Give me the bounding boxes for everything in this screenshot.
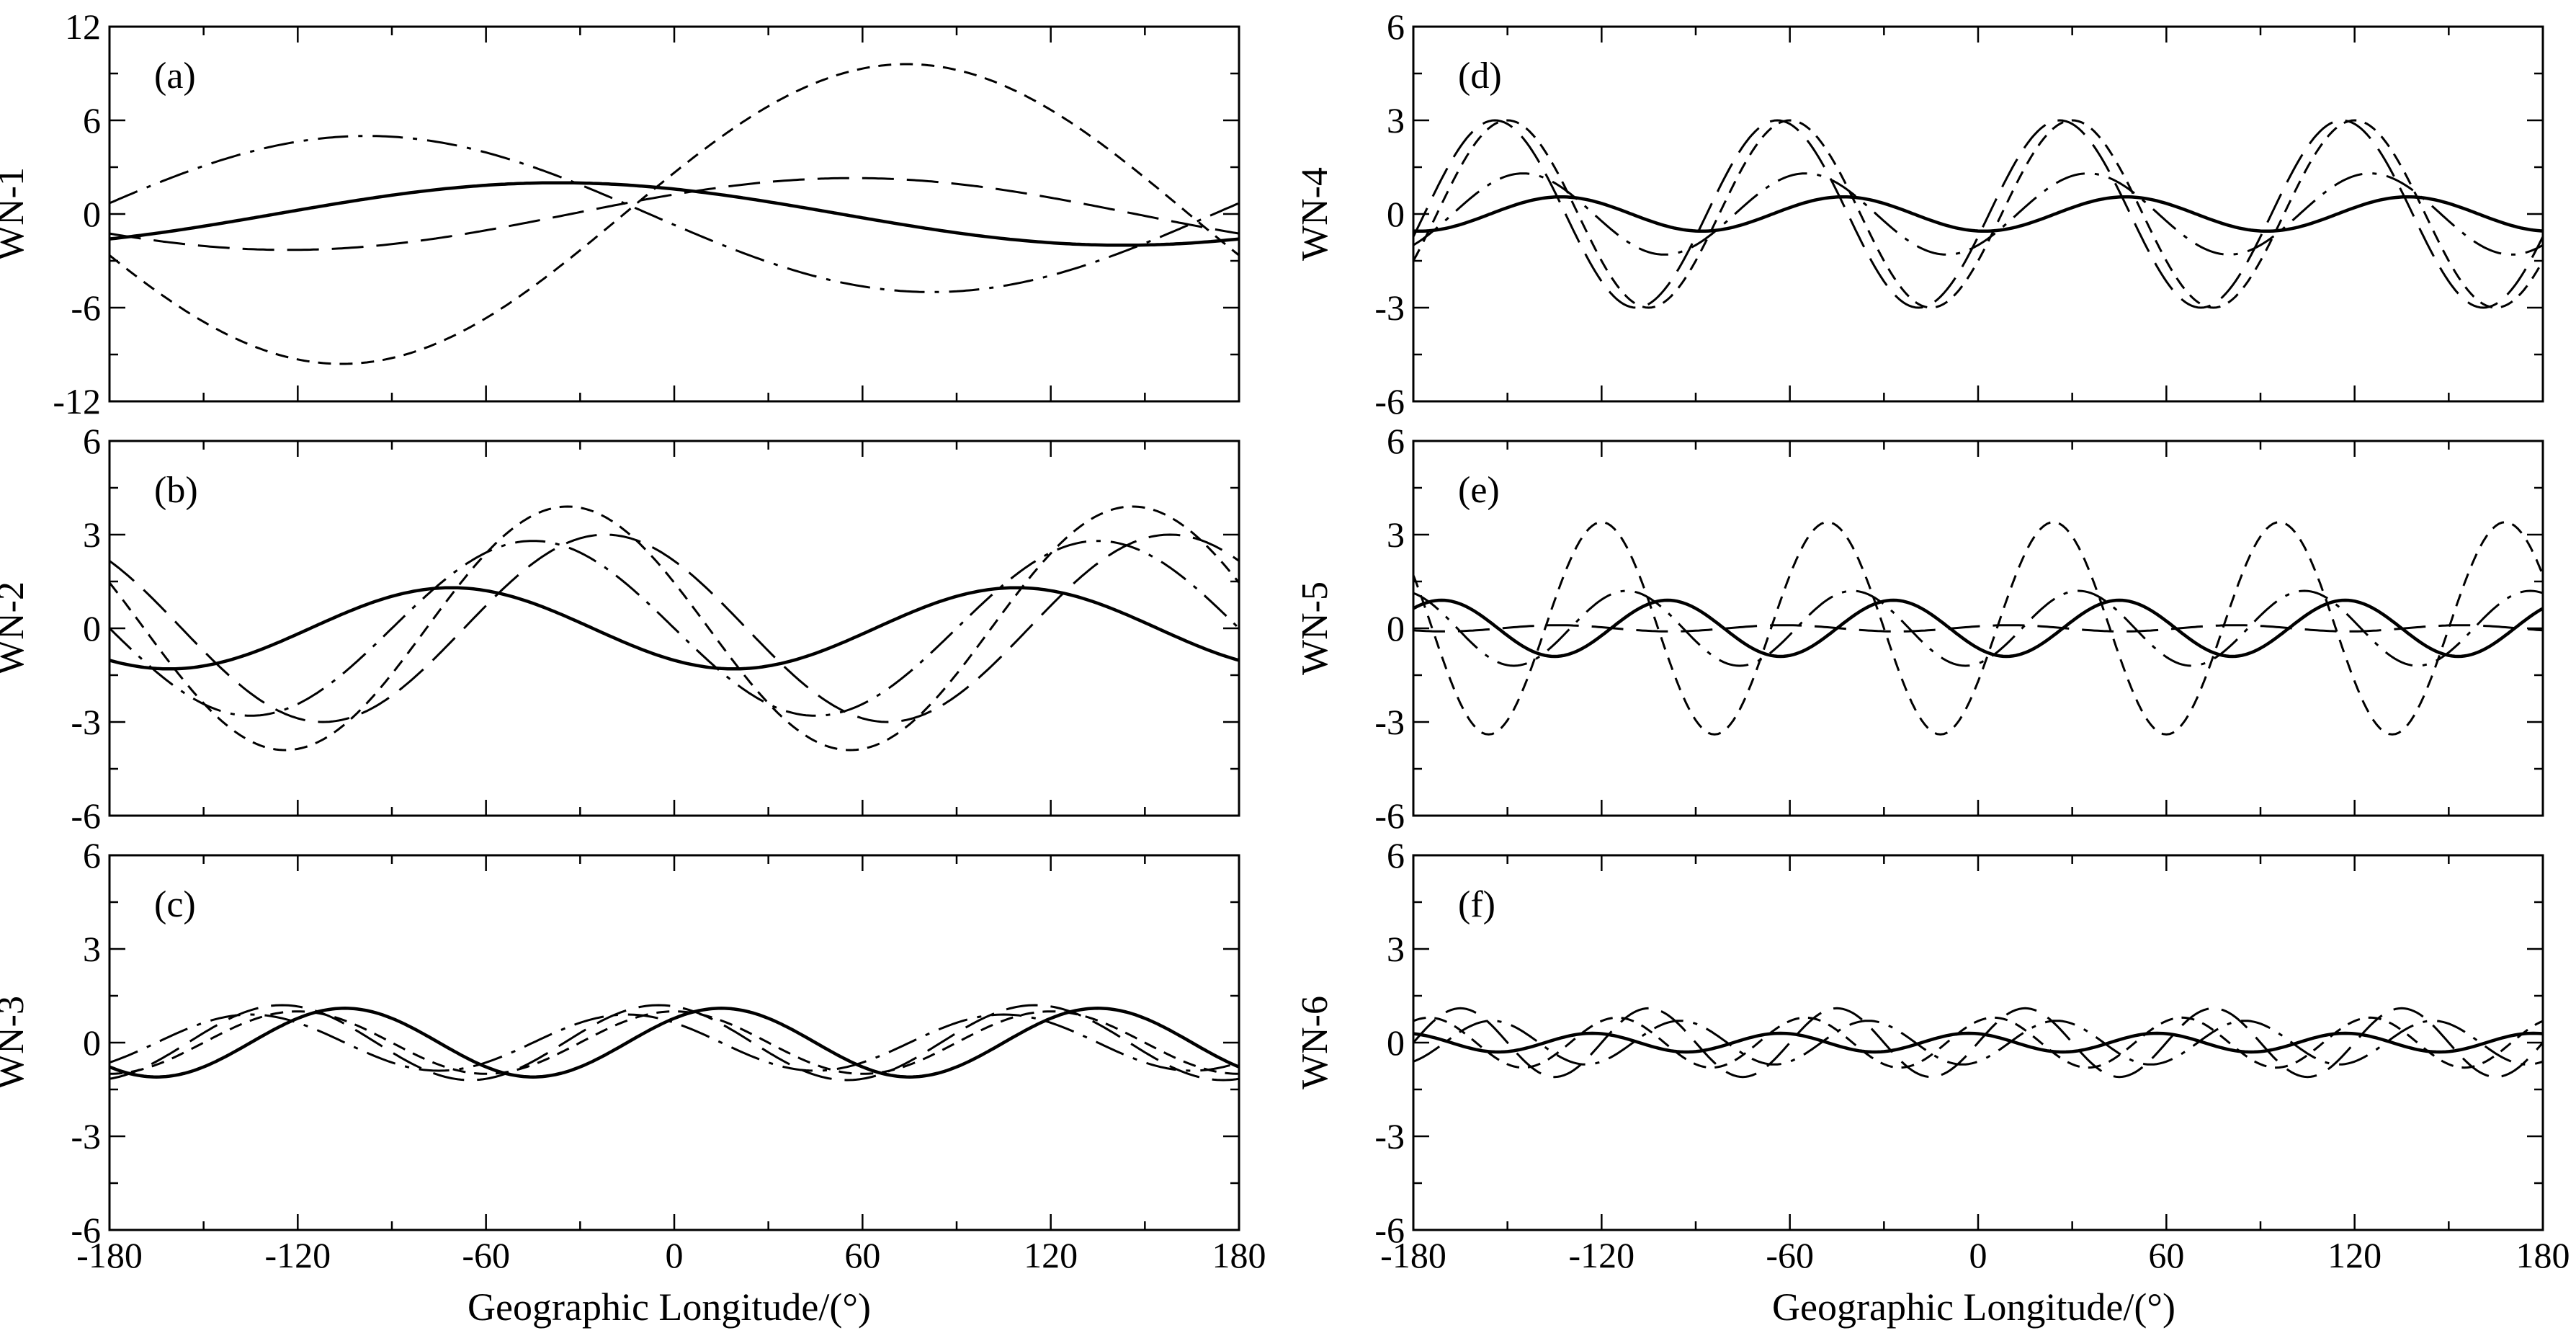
panel-e-ytick-label: 0 (1387, 608, 1405, 648)
panel-c-xtick-label: 0 (666, 1235, 684, 1275)
panel-a-series-dash-dot (109, 135, 1240, 293)
panel-d-ytick-label: -3 (1374, 287, 1405, 328)
panel-c-frame (108, 854, 1240, 1231)
panel-a-ytick-label: 12 (65, 6, 101, 47)
panel-b-ytick-label: 6 (83, 421, 101, 461)
panel-f-ytick-label: 6 (1387, 835, 1405, 875)
panel-f-ylabel: WN-6 (1294, 996, 1336, 1089)
panel-d-series-solid (1413, 195, 2544, 233)
panel-c: -180 -120 -60 0 60 120 180 -6 -3 0 3 6 WN-3 (c) (0, 835, 1266, 1275)
panel-b-ytick-label: -6 (71, 795, 101, 836)
panel-f-xtick-label: -60 (1766, 1235, 1814, 1275)
panel-a-ytick-label: -6 (71, 287, 101, 328)
panel-d-ytick-label: 6 (1387, 6, 1405, 47)
panel-b-series-long-dash (109, 533, 1240, 723)
panel-d: -6 -3 0 3 6 WN-4 (d) (1294, 6, 2544, 422)
panel-c-xtick-label: 60 (844, 1235, 880, 1275)
panel-e-ytick-label: 6 (1387, 421, 1405, 461)
panel-e-ytick-label: -3 (1374, 702, 1405, 742)
panel-f-series-long-dash (1412, 1007, 2544, 1079)
panel-f-xtick-label: -120 (1569, 1235, 1635, 1275)
panel-e-series-long-dash (1413, 624, 2544, 633)
panel-b-series-solid (109, 586, 1240, 671)
panel-b-ylabel: WN-2 (0, 581, 32, 675)
panel-e-label: (e) (1458, 470, 1500, 511)
panel-e-ytick-label: 3 (1387, 514, 1405, 555)
panel-a-ytick-label: 6 (83, 100, 101, 141)
panel-d-ytick-label: 3 (1387, 100, 1405, 141)
panel-d-series-long-dash (1412, 119, 2544, 309)
panel-b: -6 -3 0 3 6 WN-2 (b) (0, 421, 1240, 836)
panel-f-series-dash-dot (1413, 1020, 2544, 1066)
panel-a: -12 -6 0 6 12 WN-1 (a) (0, 6, 1240, 422)
panel-d-ytick-label: -6 (1374, 381, 1405, 422)
panel-d-label: (d) (1458, 55, 1502, 97)
panel-f-xtick-label: 60 (2148, 1235, 2184, 1275)
panel-f-ytick-label: -6 (1374, 1210, 1405, 1250)
panel-f-xtick-label: -180 (1380, 1235, 1446, 1275)
panel-a-label: (a) (154, 55, 196, 97)
panel-e-series-dash-dot (1413, 589, 2544, 667)
panel-f-xtick-label: 0 (1969, 1235, 1987, 1275)
panel-b-ytick-label: 0 (83, 608, 101, 648)
panel-b-ytick-label: 3 (83, 514, 101, 555)
panel-f-series-solid (1413, 1031, 2544, 1054)
panel-c-ytick-label: 3 (83, 929, 101, 969)
panel-c-ytick-label: 6 (83, 835, 101, 875)
panel-b-ytick-label: -3 (71, 702, 101, 742)
panel-f-xtick-label: 180 (2516, 1235, 2570, 1275)
panel-c-series-short-dash (109, 1010, 1239, 1075)
panel-d-frame (1412, 25, 2544, 403)
panel-c-ytick-label: -6 (71, 1210, 101, 1250)
panel-c-xtick-label: -180 (76, 1235, 143, 1275)
panel-d-series-dash-dot (1413, 172, 2544, 256)
panel-a-ylabel: WN-1 (0, 167, 32, 261)
panel-a-ytick-label: -12 (53, 381, 101, 422)
panel-c-ytick-label: -3 (71, 1116, 101, 1156)
panel-f-ytick-label: 0 (1387, 1022, 1405, 1063)
panel-a-series-long-dash (109, 177, 1240, 251)
panel-a-series-solid (109, 181, 1240, 247)
panel-d-series-short-dash (1412, 119, 2544, 309)
panel-d-ytick-label: 0 (1387, 194, 1405, 234)
panel-b-series-dash-dot (108, 540, 1240, 717)
panel-c-label: (c) (154, 884, 196, 925)
panel-e-ylabel: WN-5 (1294, 581, 1336, 675)
x-axis-title-left: Geographic Longitude/(°) (468, 1285, 871, 1329)
panel-e-frame (1412, 440, 2544, 817)
x-axis-title-right: Geographic Longitude/(°) (1772, 1285, 2175, 1329)
panel-c-series-long-dash (109, 1004, 1240, 1082)
panel-a-series-short-dash (109, 63, 1240, 365)
panel-e-series-short-dash (1412, 521, 2544, 736)
panel-e: -6 -3 0 3 6 WN-5 (e) (1294, 421, 2544, 836)
panel-f-ytick-label: 3 (1387, 929, 1405, 969)
panel-f-ytick-label: -3 (1374, 1116, 1405, 1156)
panel-b-series-short-dash (108, 505, 1240, 752)
panel-f: -180 -120 -60 0 60 120 180 -6 -3 0 3 6 WN-6 (f) (1294, 835, 2570, 1275)
panel-c-series-dash-dot (109, 1013, 1240, 1072)
panel-c-xtick-label: -120 (265, 1235, 331, 1275)
panel-f-label: (f) (1458, 884, 1495, 925)
panel-e-ytick-label: -6 (1374, 795, 1405, 836)
panel-c-ytick-label: 0 (83, 1022, 101, 1063)
panel-c-series-solid (109, 1007, 1240, 1079)
panel-a-ytick-label: 0 (83, 194, 101, 234)
panel-b-label: (b) (154, 470, 198, 511)
panel-c-ylabel: WN-3 (0, 996, 32, 1089)
panel-f-xtick-label: 120 (2327, 1235, 2382, 1275)
panel-c-xtick-label: -60 (462, 1235, 510, 1275)
panel-e-series-solid (1412, 598, 2544, 659)
panel-f-series-short-dash (1413, 1016, 2544, 1069)
panel-c-xtick-label: 180 (1212, 1235, 1266, 1275)
panel-c-xtick-label: 120 (1024, 1235, 1078, 1275)
panel-d-ylabel: WN-4 (1294, 167, 1336, 261)
